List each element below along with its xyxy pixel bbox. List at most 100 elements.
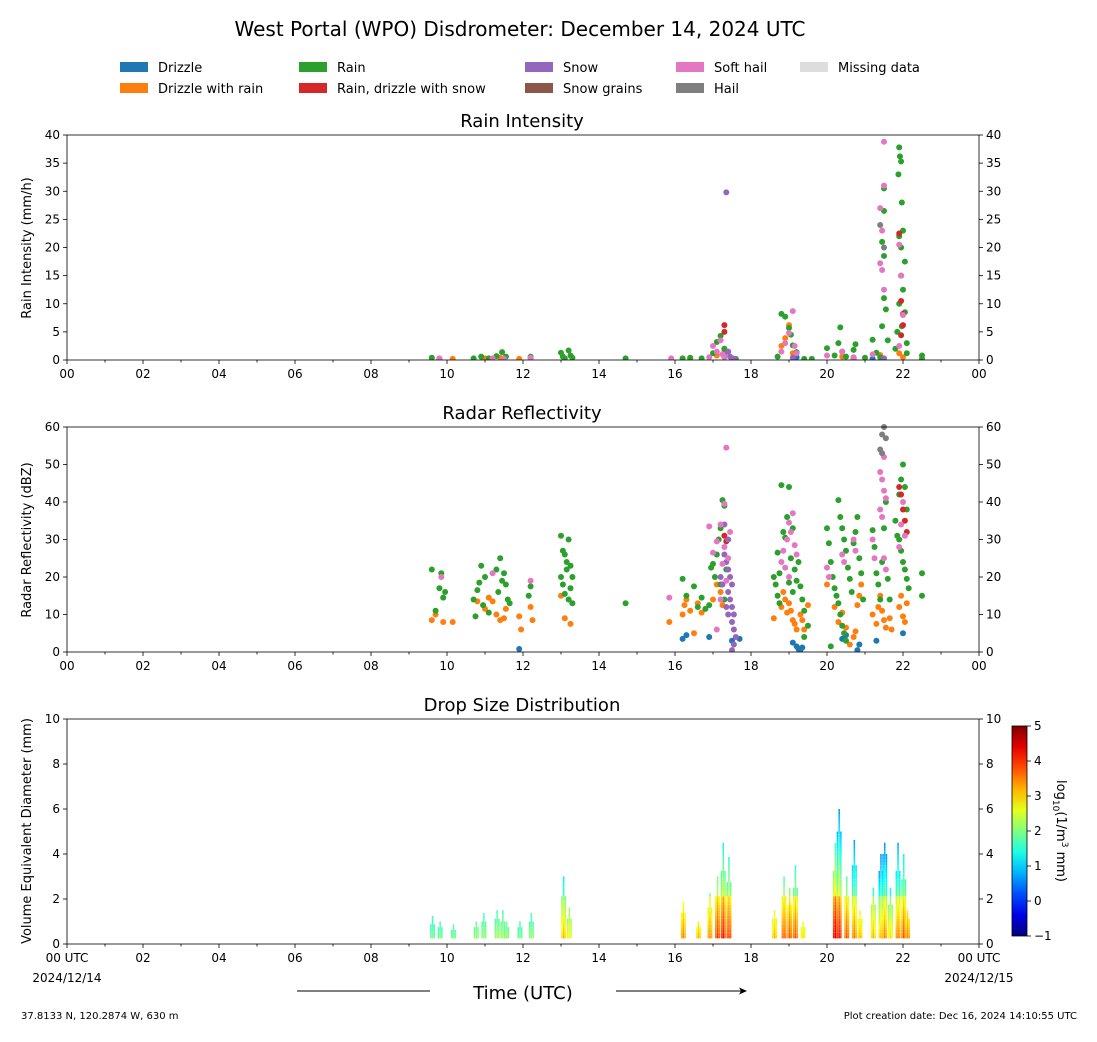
heatmap-cell xyxy=(834,865,837,869)
heatmap-cell xyxy=(496,935,498,939)
data-point xyxy=(801,355,808,360)
heatmap-cell xyxy=(853,848,856,852)
heatmap-cell xyxy=(794,915,797,919)
heatmap-cell xyxy=(882,879,884,883)
heatmap-cell xyxy=(897,859,899,863)
heatmap-cell xyxy=(790,935,793,939)
heatmap-cell xyxy=(562,929,565,933)
heatmap-cell xyxy=(794,882,797,885)
heatmap-cell xyxy=(684,935,686,939)
heatmap-cell xyxy=(903,921,905,925)
y-tick-label: 8 xyxy=(52,757,60,771)
heatmap-cell xyxy=(699,927,702,930)
heatmap-cell xyxy=(430,935,432,939)
heatmap-cell xyxy=(528,935,531,939)
heatmap-cell xyxy=(781,924,784,928)
heatmap-cell xyxy=(802,932,804,936)
heatmap-cell xyxy=(561,927,563,930)
heatmap-cell xyxy=(840,915,842,919)
heatmap-cell xyxy=(891,907,893,911)
plot-frame xyxy=(66,426,980,653)
heatmap-cell xyxy=(452,929,455,933)
heatmap-cell xyxy=(794,868,797,871)
heatmap-cell xyxy=(454,932,456,936)
heatmap-cell xyxy=(880,918,882,922)
data-point xyxy=(799,644,806,651)
heatmap-cell xyxy=(846,876,848,880)
data-point xyxy=(824,345,830,352)
heatmap-cell xyxy=(834,927,837,930)
data-point xyxy=(721,544,728,550)
heatmap-cell xyxy=(519,929,521,933)
heatmap-cell xyxy=(568,935,571,939)
heatmap-cell xyxy=(792,915,795,919)
y-tick-label: 15 xyxy=(45,269,60,283)
heatmap-cell xyxy=(880,870,882,874)
heatmap-cell xyxy=(904,910,907,914)
x-tick-label: 18 xyxy=(743,367,758,381)
heatmap-cell xyxy=(857,929,860,933)
heatmap-cell xyxy=(895,890,898,894)
heatmap-cell xyxy=(680,935,683,939)
data-point xyxy=(725,611,732,618)
heatmap-cell xyxy=(697,927,700,930)
heatmap-cell xyxy=(897,854,899,857)
heatmap-cell xyxy=(908,932,911,936)
heatmap-cell xyxy=(494,929,497,933)
heatmap-cell xyxy=(729,932,732,936)
heatmap-cell xyxy=(872,893,875,897)
heatmap-cell xyxy=(530,929,533,933)
legend-label: Snow xyxy=(563,61,598,76)
heatmap-cell xyxy=(838,837,840,840)
heatmap-cell xyxy=(722,848,725,852)
heatmap-cell xyxy=(834,899,837,902)
heatmap-cell xyxy=(851,879,854,883)
heatmap-cell xyxy=(853,854,856,857)
colorbar-tick-label: 2 xyxy=(1034,824,1042,838)
heatmap-cell xyxy=(834,893,837,897)
heatmap-cell xyxy=(790,913,793,916)
heatmap-cell xyxy=(832,913,835,916)
data-point xyxy=(436,355,443,360)
data-point xyxy=(721,322,728,329)
heatmap-cell xyxy=(882,893,884,897)
heatmap-cell xyxy=(709,901,711,905)
data-point xyxy=(805,622,811,629)
data-point xyxy=(563,566,570,573)
heatmap-cell xyxy=(450,932,453,936)
legend-swatch xyxy=(525,62,553,72)
heatmap-cell xyxy=(566,932,569,936)
data-point xyxy=(516,613,523,620)
heatmap-cell xyxy=(872,921,875,925)
heatmap-cell xyxy=(794,918,797,922)
heatmap-cell xyxy=(903,873,905,877)
heatmap-cell xyxy=(855,927,857,930)
heatmap-cell xyxy=(783,924,785,928)
heatmap-cell xyxy=(885,879,888,883)
heatmap-cell xyxy=(684,924,686,928)
data-point xyxy=(843,637,849,644)
heatmap-cell xyxy=(722,910,725,914)
heatmap-cell xyxy=(880,893,882,897)
heatmap-cell xyxy=(430,932,432,936)
heatmap-cell xyxy=(878,913,880,916)
heatmap-cell xyxy=(844,924,846,928)
heatmap-cell xyxy=(834,842,837,846)
heatmap-cell xyxy=(726,924,728,928)
heatmap-cell xyxy=(773,927,776,930)
heatmap-cell xyxy=(884,865,886,869)
heatmap-cell xyxy=(517,935,519,939)
data-point xyxy=(896,350,903,357)
heatmap-cell xyxy=(884,918,886,922)
heatmap-cell xyxy=(722,873,725,877)
data-point xyxy=(833,592,840,599)
data-point xyxy=(824,581,830,588)
heatmap-cell xyxy=(724,904,726,908)
heatmap-cell xyxy=(781,896,784,899)
heatmap-cell xyxy=(716,907,719,911)
heatmap-cell xyxy=(872,927,875,930)
heatmap-cell xyxy=(851,910,854,914)
heatmap-cell xyxy=(834,879,837,883)
heatmap-cell xyxy=(834,913,837,916)
